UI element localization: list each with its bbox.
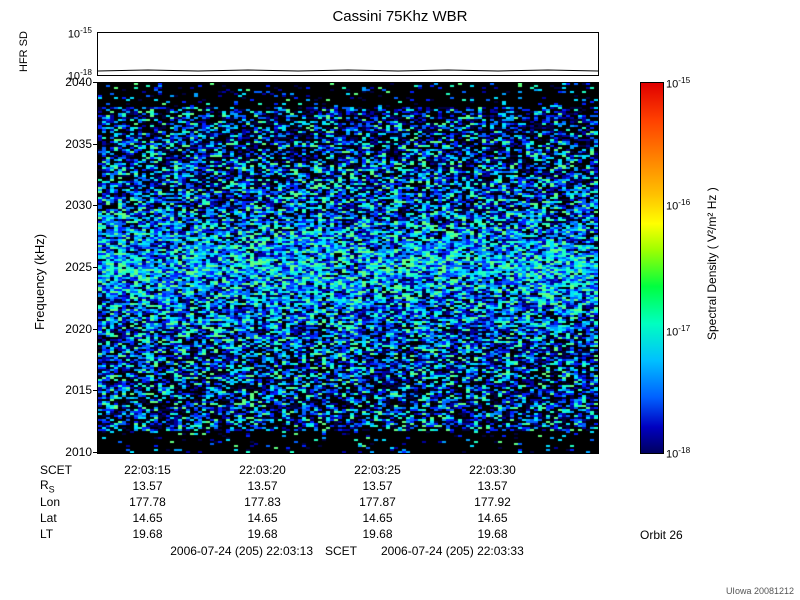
- x-cell: 177.83: [205, 495, 320, 509]
- hfr-ylabel: HFR SD: [18, 31, 30, 72]
- footnote: UIowa 20081212: [726, 586, 794, 596]
- x-row-label: RS: [40, 478, 90, 494]
- colorbar: [640, 82, 664, 454]
- x-row-label: SCET: [40, 463, 90, 477]
- spectrogram-canvas: [98, 83, 598, 453]
- x-row: RS13.5713.5713.5713.57: [40, 478, 550, 494]
- x-cell: 22:03:30: [435, 463, 550, 477]
- y-tick-label: 2030: [52, 198, 92, 212]
- colorbar-tick: 10-17: [666, 324, 690, 339]
- x-axis-info: SCET22:03:1522:03:2022:03:2522:03:30RS13…: [40, 462, 550, 542]
- x-cell: 13.57: [205, 479, 320, 493]
- hfr-ytick: 10-15: [42, 26, 92, 41]
- y-tick-label: 2020: [52, 322, 92, 336]
- x-cell: 22:03:25: [320, 463, 435, 477]
- page-title: Cassini 75Khz WBR: [0, 8, 800, 25]
- x-cell: 177.92: [435, 495, 550, 509]
- x-row: Lon177.78177.83177.87177.92: [40, 494, 550, 510]
- bottom-time-label: 2006-07-24 (205) 22:03:13 SCET 2006-07-2…: [97, 544, 597, 558]
- colorbar-label: Spectral Density ( V²/m² Hz ): [705, 187, 719, 340]
- x-cell: 14.65: [90, 511, 205, 525]
- x-cell: 19.68: [205, 527, 320, 541]
- x-cell: 14.65: [435, 511, 550, 525]
- x-cell: 177.87: [320, 495, 435, 509]
- x-cell: 19.68: [435, 527, 550, 541]
- x-cell: 14.65: [205, 511, 320, 525]
- orbit-label: Orbit 26: [640, 528, 683, 542]
- x-cell: 22:03:15: [90, 463, 205, 477]
- x-cell: 14.65: [320, 511, 435, 525]
- x-row: Lat14.6514.6514.6514.65: [40, 510, 550, 526]
- x-row-label: LT: [40, 527, 90, 541]
- y-tick-label: 2025: [52, 260, 92, 274]
- hfr-panel: [97, 32, 599, 76]
- hfr-line: [98, 33, 598, 75]
- x-cell: 19.68: [320, 527, 435, 541]
- y-tick-label: 2015: [52, 383, 92, 397]
- x-cell: 22:03:20: [205, 463, 320, 477]
- colorbar-tick: 10-16: [666, 198, 690, 213]
- x-row: LT19.6819.6819.6819.68: [40, 526, 550, 542]
- y-tick-label: 2035: [52, 137, 92, 151]
- y-tick-label: 2040: [52, 75, 92, 89]
- y-tick-label: 2010: [52, 445, 92, 459]
- x-cell: 13.57: [435, 479, 550, 493]
- x-cell: 13.57: [90, 479, 205, 493]
- y-axis-label: Frequency (kHz): [32, 234, 47, 330]
- x-cell: 13.57: [320, 479, 435, 493]
- x-cell: 177.78: [90, 495, 205, 509]
- x-row-label: Lon: [40, 495, 90, 509]
- spectrogram-panel: [97, 82, 599, 454]
- x-row-label: Lat: [40, 511, 90, 525]
- colorbar-tick: 10-15: [666, 76, 690, 91]
- x-row: SCET22:03:1522:03:2022:03:2522:03:30: [40, 462, 550, 478]
- colorbar-tick: 10-18: [666, 446, 690, 461]
- x-cell: 19.68: [90, 527, 205, 541]
